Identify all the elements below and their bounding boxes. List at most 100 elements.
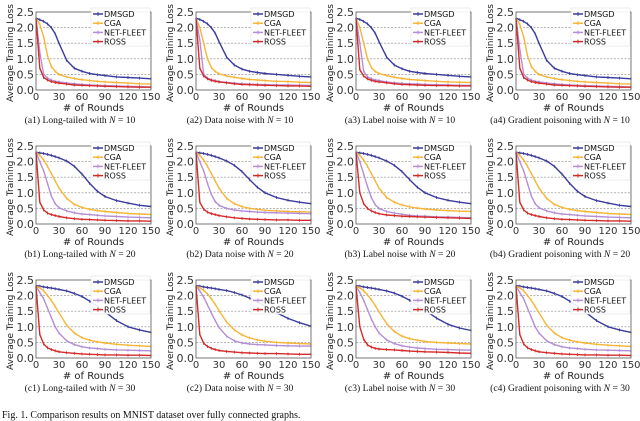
subplot: 0.0 0.5 1.0 1.5 2.0 2.5 0 30 60 90 120 150 # of Roun… xyxy=(160,0,320,134)
caption-text: (c2) Data noise with xyxy=(186,383,268,394)
caption-variable: N xyxy=(428,115,436,126)
x-tick-label: 0 xyxy=(513,92,519,103)
y-tick-label: 1.5 xyxy=(497,305,515,318)
caption-variable: N xyxy=(603,115,611,126)
legend-label: NET-FLEET xyxy=(104,162,146,171)
y-axis-label: Average Training Loss xyxy=(6,272,16,370)
y-tick-label: 1.5 xyxy=(177,171,195,184)
y-tick-label: 0.5 xyxy=(17,336,35,349)
legend-label: DMSGD xyxy=(264,10,295,19)
x-axis-label: # of Rounds xyxy=(383,371,444,380)
caption-value: = 10 xyxy=(115,115,136,126)
legend-label: ROSS xyxy=(104,306,126,315)
x-tick-label: 120 xyxy=(118,360,137,371)
legend-label: DMSGD xyxy=(104,144,135,153)
subplot-caption: (a1) Long-tailed with N = 10 xyxy=(0,115,160,126)
legend-label: DMSGD xyxy=(104,10,135,19)
caption-value: = 10 xyxy=(273,115,294,126)
y-tick-label: 1.5 xyxy=(17,305,35,318)
x-tick-label: 30 xyxy=(533,92,546,103)
figure-caption: Fig. 1. Comparison results on MNIST data… xyxy=(2,410,301,421)
subplot: 0.0 0.5 1.0 1.5 2.0 2.5 0 30 60 90 120 150 # of Roun… xyxy=(320,268,480,402)
x-tick-label: 30 xyxy=(53,360,66,371)
y-axis-label: Average Training Loss xyxy=(486,138,496,236)
x-tick-label: 60 xyxy=(76,360,89,371)
y-tick-label: 1.0 xyxy=(17,53,35,66)
y-tick-label: 1.0 xyxy=(177,53,195,66)
x-tick-label: 90 xyxy=(99,360,112,371)
caption-text: (a2) Data noise with xyxy=(186,115,268,126)
x-tick-label: 90 xyxy=(259,92,272,103)
x-tick-label: 150 xyxy=(621,360,640,371)
x-tick-label: 150 xyxy=(301,226,320,237)
x-tick-label: 30 xyxy=(533,360,546,371)
x-tick-label: 30 xyxy=(213,92,226,103)
x-tick-label: 30 xyxy=(53,226,66,237)
legend-label: CGA xyxy=(424,153,442,162)
legend-label: ROSS xyxy=(584,306,606,315)
x-tick-label: 120 xyxy=(598,92,617,103)
x-tick-label: 150 xyxy=(461,226,480,237)
subplot: 0.0 0.5 1.0 1.5 2.0 2.5 0 30 60 90 120 150 # of Roun… xyxy=(0,134,160,268)
y-tick-label: 2.0 xyxy=(17,290,35,303)
y-tick-label: 1.5 xyxy=(497,171,515,184)
x-tick-label: 120 xyxy=(278,226,297,237)
x-tick-label: 30 xyxy=(53,92,66,103)
y-tick-label: 2.0 xyxy=(337,156,355,169)
y-tick-label: 2.5 xyxy=(177,6,195,19)
plot-svg: 0.0 0.5 1.0 1.5 2.0 2.5 0 30 60 90 120 150 # of Roun… xyxy=(326,138,480,246)
y-tick-label: 1.0 xyxy=(497,321,515,334)
subplot-caption: (c1) Long-tailed with N = 30 xyxy=(0,383,160,394)
y-axis-label: Average Training Loss xyxy=(6,4,16,102)
x-tick-label: 60 xyxy=(236,92,249,103)
x-tick-label: 90 xyxy=(579,360,592,371)
y-tick-label: 0.5 xyxy=(337,202,355,215)
caption-value: = 20 xyxy=(115,249,136,260)
legend-label: CGA xyxy=(584,287,602,296)
y-tick-label: 2.0 xyxy=(497,156,515,169)
x-tick-label: 120 xyxy=(278,92,297,103)
x-axis-label: # of Rounds xyxy=(223,103,284,112)
y-tick-label: 0.5 xyxy=(177,202,195,215)
caption-text: (c3) Label noise with xyxy=(344,383,429,394)
caption-variable: N xyxy=(267,249,274,260)
legend-label: CGA xyxy=(104,153,122,162)
y-tick-label: 0.0 xyxy=(337,352,355,365)
y-tick-label: 2.5 xyxy=(497,274,515,287)
x-axis-label: # of Rounds xyxy=(63,237,124,246)
legend-label: ROSS xyxy=(104,38,126,47)
y-tick-label: 0.0 xyxy=(17,352,35,365)
caption-value: = 30 xyxy=(435,383,456,394)
y-tick-label: 2.5 xyxy=(337,140,355,153)
legend-label: CGA xyxy=(264,287,282,296)
plot-svg: 0.0 0.5 1.0 1.5 2.0 2.5 0 30 60 90 120 150 # of Roun… xyxy=(6,272,160,380)
x-tick-label: 30 xyxy=(373,92,386,103)
x-tick-label: 150 xyxy=(141,360,160,371)
y-tick-label: 2.0 xyxy=(497,22,515,35)
y-tick-label: 0.0 xyxy=(177,352,195,365)
subplot: 0.0 0.5 1.0 1.5 2.0 2.5 0 30 60 90 120 150 # of Roun… xyxy=(160,134,320,268)
y-tick-label: 2.5 xyxy=(17,6,35,19)
legend-label: ROSS xyxy=(424,38,446,47)
y-tick-label: 2.5 xyxy=(177,274,195,287)
subplot: 0.0 0.5 1.0 1.5 2.0 2.5 0 30 60 90 120 150 # of Roun… xyxy=(480,268,640,402)
legend-label: DMSGD xyxy=(264,278,295,287)
plot-svg: 0.0 0.5 1.0 1.5 2.0 2.5 0 30 60 90 120 150 # of Roun… xyxy=(486,138,640,246)
y-tick-label: 0.5 xyxy=(177,336,195,349)
y-axis-label: Average Training Loss xyxy=(326,272,336,370)
x-tick-label: 0 xyxy=(33,92,39,103)
legend-label: NET-FLEET xyxy=(584,162,626,171)
caption-text: (b2) Data noise with xyxy=(186,249,268,260)
subplot: 0.0 0.5 1.0 1.5 2.0 2.5 0 30 60 90 120 150 # of Roun… xyxy=(320,134,480,268)
x-tick-label: 60 xyxy=(556,92,569,103)
x-axis-label: # of Rounds xyxy=(63,103,124,112)
y-tick-label: 1.0 xyxy=(497,53,515,66)
caption-value: = 30 xyxy=(610,383,630,394)
caption-value: = 20 xyxy=(610,249,631,260)
plot-svg: 0.0 0.5 1.0 1.5 2.0 2.5 0 30 60 90 120 150 # of Roun… xyxy=(326,272,480,380)
y-tick-label: 0.0 xyxy=(17,218,35,231)
